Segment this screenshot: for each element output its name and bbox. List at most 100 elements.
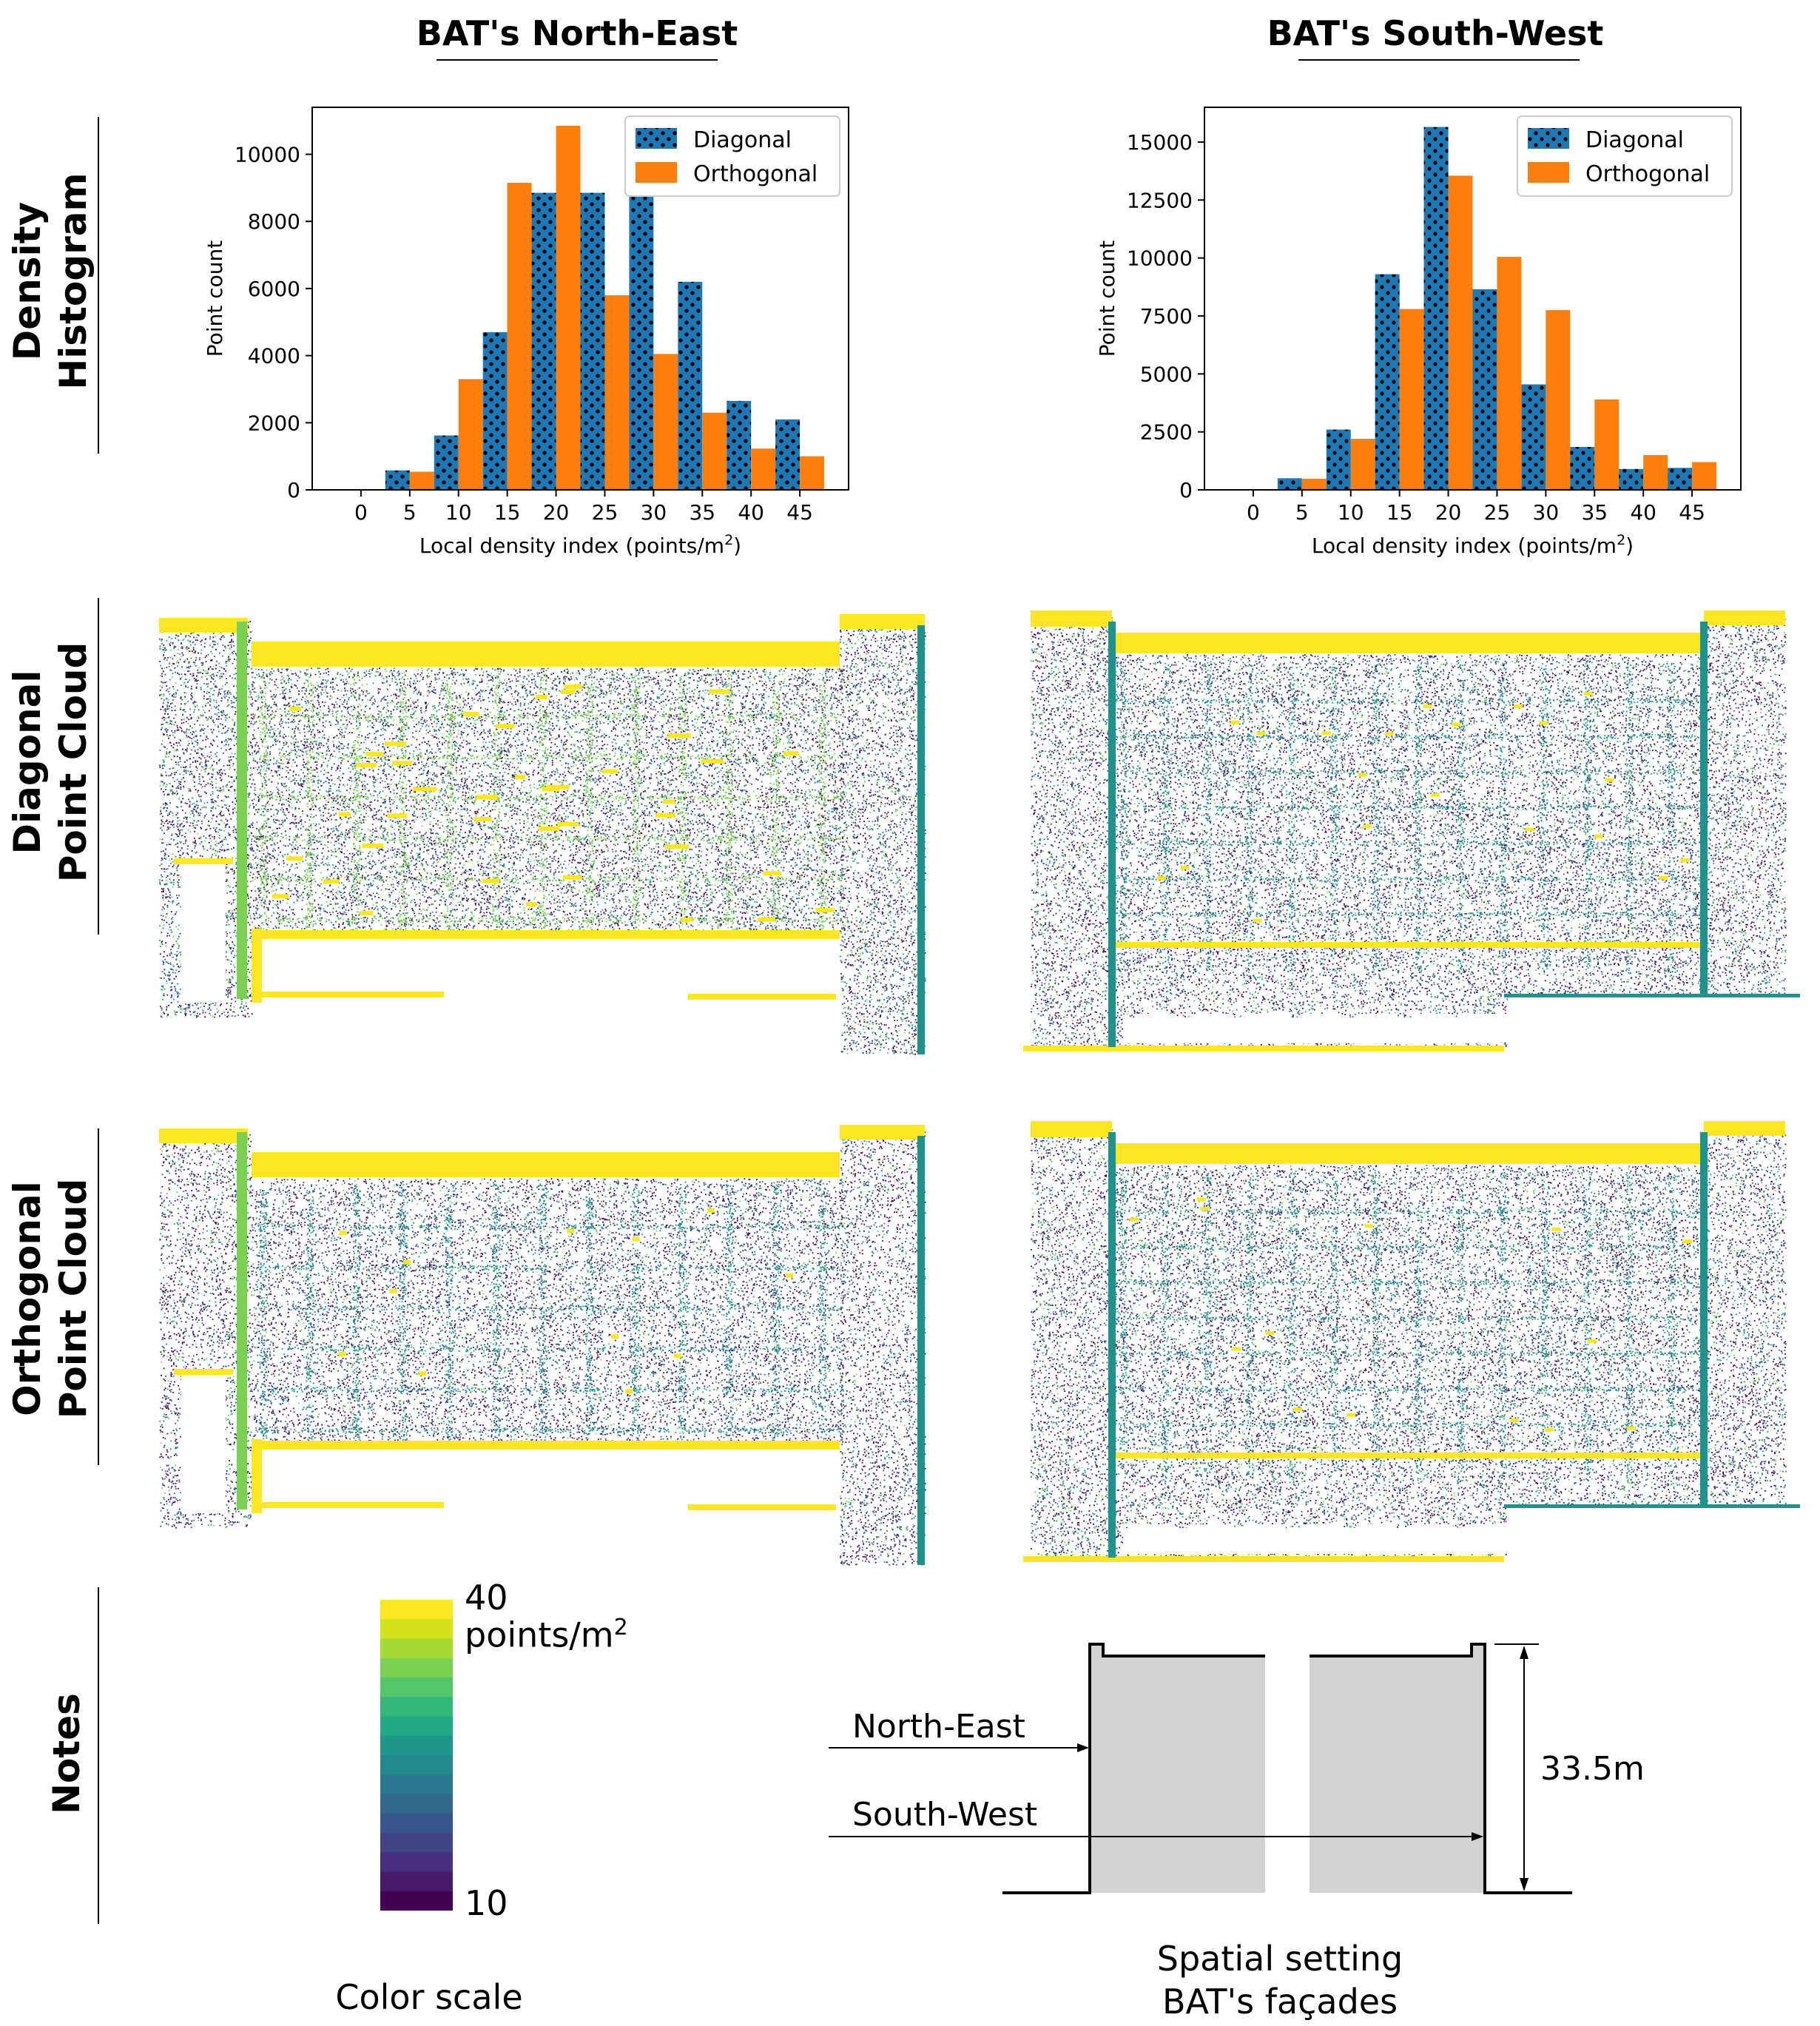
point-cloud-edge: [917, 1136, 925, 1565]
bar-orthogonal-15: [1399, 309, 1424, 490]
x-tick-label: 40: [1630, 500, 1656, 525]
point-cloud-void: [1467, 1014, 1508, 1042]
bar-orthogonal-40: [751, 448, 776, 490]
point-cloud-dense-patch: [1594, 834, 1603, 838]
bar-diagonal-25: [1472, 289, 1497, 490]
point-cloud-dots: [1113, 699, 1704, 704]
x-tick-label: 5: [403, 500, 417, 525]
point-cloud-dense-patch: [323, 879, 340, 884]
color-scale-unit-label: points/m2: [465, 1615, 628, 1655]
point-cloud-dense-band: [1112, 942, 1704, 948]
x-tick-label: 15: [1386, 500, 1413, 525]
point-cloud-dots: [1457, 1172, 1465, 1484]
x-axis-label-sup: 2: [1617, 532, 1625, 548]
point-cloud-dots: [352, 675, 361, 933]
point-cloud-void: [1245, 1524, 1286, 1552]
color-scale-max-label: 40: [465, 1578, 508, 1618]
point-cloud-dense-patch: [338, 1352, 346, 1357]
legend-label-orthogonal: Orthogonal: [1585, 161, 1710, 187]
point-cloud-north-east-diagonal: [148, 603, 932, 1062]
point-cloud-dots: [252, 1178, 845, 1446]
point-cloud-dense-patch: [763, 871, 781, 876]
point-cloud-dense-patch: [1253, 918, 1262, 923]
point-cloud-dense-patch: [1232, 1347, 1241, 1351]
point-cloud-dots: [445, 1185, 454, 1442]
point-cloud-dense-patch: [1683, 1239, 1693, 1243]
color-scale-step: [380, 1891, 453, 1911]
bar-diagonal-15: [1375, 274, 1400, 490]
x-tick-label: 20: [543, 500, 570, 525]
point-cloud-void: [1412, 1014, 1452, 1042]
point-cloud-dense-patch: [557, 821, 579, 827]
point-cloud-dots: [678, 673, 687, 932]
point-cloud-edge: [1108, 622, 1116, 1047]
bar-orthogonal-35: [702, 412, 727, 490]
point-cloud-void: [1301, 1014, 1341, 1042]
point-cloud-dots: [306, 1190, 314, 1444]
point-cloud-edge: [1108, 1132, 1116, 1558]
point-cloud-dense-patch: [1362, 824, 1372, 829]
point-cloud-south-west-diagonal: [1019, 603, 1804, 1062]
bar-diagonal-30: [1521, 384, 1546, 490]
point-cloud-dots: [253, 1265, 843, 1271]
y-tick-label: 15000: [1127, 130, 1193, 155]
color-scale-step: [380, 1716, 453, 1737]
point-cloud-dense-band: [1031, 1121, 1112, 1137]
y-tick-label: 7500: [1140, 304, 1193, 329]
color-scale-step: [380, 1638, 453, 1659]
x-axis-label: Local density index (points/m2): [419, 532, 741, 558]
point-cloud-dense-band: [159, 1128, 248, 1143]
point-cloud-dots: [585, 1187, 594, 1440]
point-cloud-dense-patch: [387, 813, 408, 818]
point-cloud-dense-patch: [602, 769, 618, 774]
point-cloud-dots: [252, 1178, 845, 1446]
point-cloud-dots: [252, 713, 844, 719]
point-cloud-dots: [1625, 1172, 1634, 1483]
row-label-line: Diagonal: [6, 670, 49, 855]
point-cloud-dots: [1246, 664, 1254, 973]
point-cloud-dots: [1704, 1124, 1787, 1547]
point-cloud-void: [1301, 1524, 1341, 1552]
plot-frame: [1204, 107, 1742, 491]
y-tick-label: 5000: [1140, 362, 1193, 386]
point-cloud-dots: [259, 673, 268, 933]
point-cloud-dots: [1668, 1176, 1676, 1484]
point-cloud-void: [1190, 1524, 1230, 1552]
point-cloud-dense-patch: [419, 1371, 427, 1376]
point-cloud-dots: [1119, 1174, 1128, 1483]
point-cloud-dense-patch: [1156, 876, 1166, 881]
spatial-caption-line2: BAT's façades: [1162, 1982, 1398, 2022]
point-cloud-dots: [840, 1128, 926, 1565]
bar-orthogonal-25: [604, 295, 630, 490]
point-cloud-dots: [255, 1346, 845, 1352]
point-cloud-dots: [252, 667, 845, 935]
bar-diagonal-40: [727, 400, 752, 490]
color-scale-unit: points/m: [465, 1615, 614, 1655]
point-cloud-dots: [1113, 841, 1702, 846]
color-scale-unit-sup: 2: [613, 1615, 628, 1640]
legend-box: [1517, 115, 1733, 197]
point-cloud-dots: [1113, 1351, 1705, 1356]
point-cloud-dots: [159, 622, 253, 1018]
point-cloud-dense-patch: [667, 733, 691, 738]
point-cloud-dots: [772, 1184, 781, 1443]
point-cloud-dots: [632, 675, 641, 932]
x-axis-label-sup: 2: [724, 532, 733, 548]
point-cloud-void: [1190, 1014, 1230, 1042]
bar-orthogonal-5: [409, 471, 434, 490]
point-cloud-dense-band: [252, 930, 840, 939]
point-cloud-dense-band: [688, 994, 836, 1000]
point-cloud-dense-band: [252, 929, 262, 1003]
point-cloud-void: [1356, 1524, 1397, 1552]
point-cloud-dense-patch: [709, 689, 730, 694]
point-cloud-dots: [1246, 1173, 1254, 1478]
color-scale-step: [380, 1658, 453, 1678]
color-scale-step: [380, 1619, 453, 1639]
point-cloud-dense-patch: [1230, 720, 1240, 724]
row-label-line: Point Cloud: [52, 1178, 95, 1419]
point-cloud-dense-band: [840, 1125, 925, 1140]
bar-orthogonal-40: [1643, 455, 1668, 490]
point-cloud-dense-patch: [403, 1259, 411, 1265]
point-cloud-void: [263, 1454, 840, 1502]
row-label-density-histogram: Density Histogram: [4, 172, 96, 389]
